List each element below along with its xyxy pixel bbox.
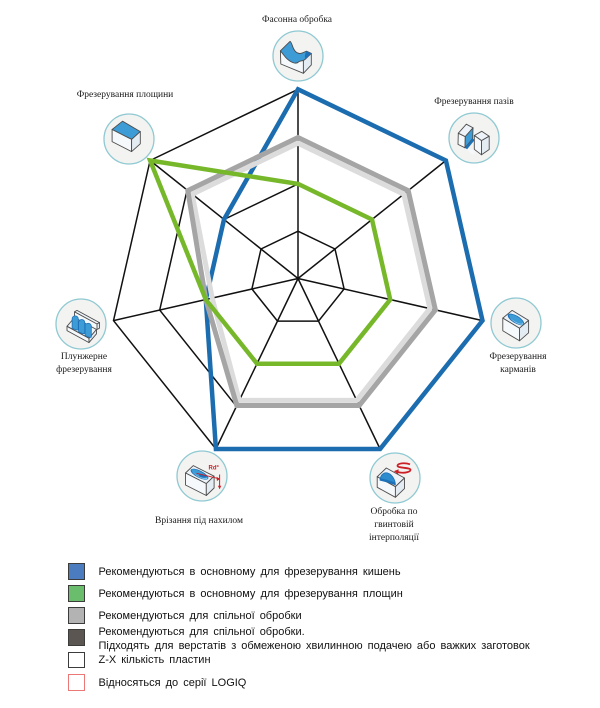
svg-text:Rd°: Rd° <box>209 465 220 471</box>
